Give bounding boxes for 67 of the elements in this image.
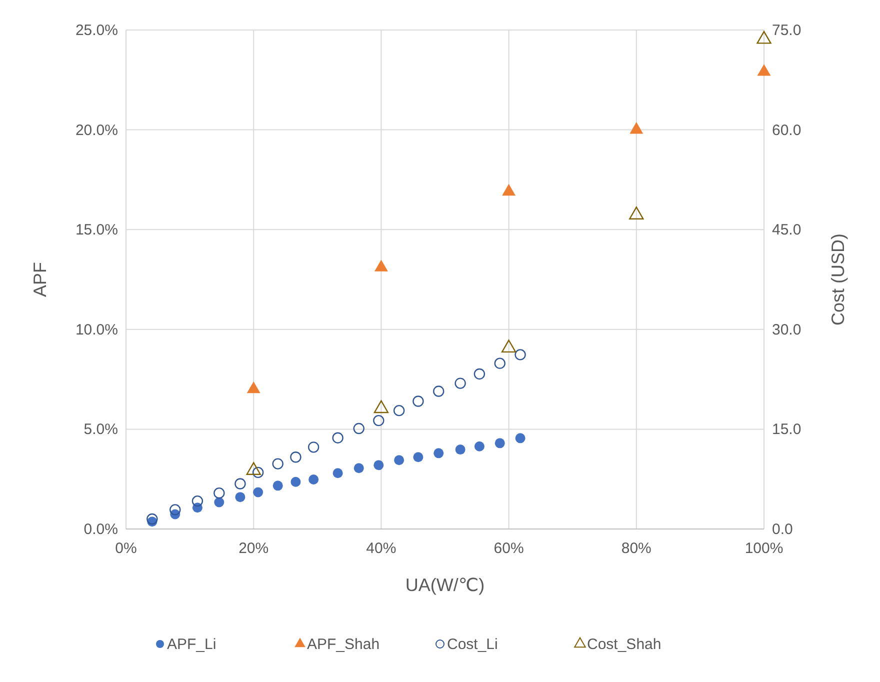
y2-tick-label: 30.0: [772, 321, 802, 338]
y2-tick-label: 0.0: [772, 521, 793, 538]
legend-label: Cost_Shah: [587, 636, 662, 653]
point: [494, 358, 506, 369]
point: [308, 442, 320, 453]
x-tick-label: 40%: [366, 540, 396, 557]
point: [290, 452, 302, 463]
point: [501, 340, 516, 353]
legend-label: Cost_Li: [447, 636, 498, 653]
point: [455, 444, 466, 455]
point: [756, 30, 772, 44]
point: [393, 404, 405, 416]
y-tick-label: 5.0%: [84, 421, 118, 438]
point: [502, 184, 516, 196]
point: [394, 455, 404, 466]
point: [757, 64, 771, 76]
point: [332, 468, 343, 478]
point: [308, 474, 319, 484]
y-tick-label: 10.0%: [75, 321, 118, 338]
y2-tick-label: 45.0: [772, 222, 802, 239]
x-axis-title: UA(W/℃): [405, 575, 485, 595]
point: [234, 478, 246, 490]
y2-tick-label: 60.0: [772, 122, 802, 139]
point: [146, 513, 158, 525]
x-tick-label: 60%: [494, 540, 524, 557]
point: [290, 476, 301, 487]
point: [354, 463, 364, 474]
point: [630, 122, 644, 134]
x-tick-label: 80%: [621, 540, 652, 557]
y2-tick-label: 75.0: [772, 22, 802, 39]
point: [235, 492, 246, 502]
point: [474, 368, 486, 380]
point: [629, 206, 644, 220]
point: [494, 438, 505, 448]
point: [246, 382, 260, 394]
legend-label: APF_Li: [167, 636, 216, 653]
y-tick-label: 25.0%: [75, 22, 118, 39]
x-tick-label: 0%: [115, 540, 137, 557]
point: [434, 448, 444, 458]
point: [272, 458, 284, 470]
y2-axis-title: Cost (USD): [828, 233, 848, 326]
point: [170, 504, 181, 516]
point: [272, 480, 283, 491]
x-tick-label: 100%: [744, 540, 784, 557]
y-axis-title: APF: [30, 262, 50, 298]
legend-label: APF_Shah: [307, 636, 380, 653]
y-tick-label: 20.0%: [75, 122, 118, 139]
point: [474, 441, 484, 452]
point: [374, 260, 388, 272]
x-tick-label: 20%: [238, 540, 269, 557]
point: [514, 349, 526, 360]
point: [413, 452, 424, 462]
y-tick-label: 0.0%: [84, 521, 118, 538]
point: [214, 487, 225, 499]
point: [412, 396, 424, 407]
point: [374, 460, 384, 470]
point: [253, 487, 264, 498]
y2-tick-label: 15.0: [772, 421, 802, 438]
point: [353, 422, 364, 434]
point: [214, 497, 224, 508]
y-tick-label: 15.0%: [75, 222, 118, 239]
point: [515, 433, 526, 444]
point: [192, 495, 204, 507]
point: [433, 386, 444, 397]
point: [332, 432, 344, 444]
point: [373, 414, 384, 426]
point: [454, 378, 466, 389]
